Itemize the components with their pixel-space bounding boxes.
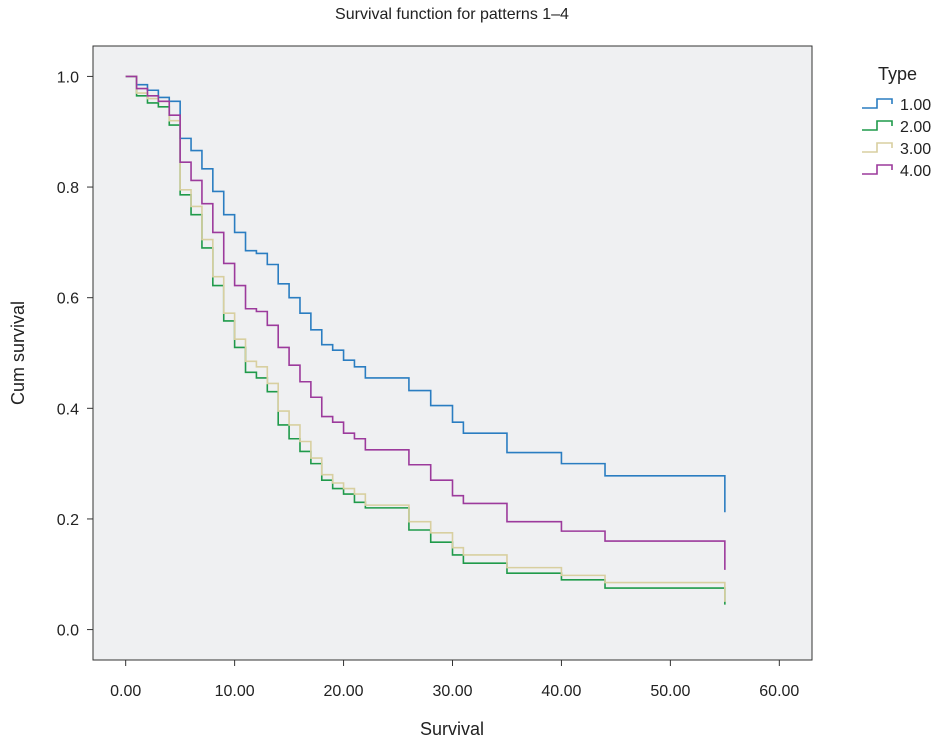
legend-label-4-00: 4.00 (900, 163, 931, 180)
x-tick-label: 20.00 (324, 683, 364, 700)
y-tick-label: 0.6 (57, 291, 79, 308)
legend-label-1-00: 1.00 (900, 97, 931, 114)
series-line-4-00 (125, 75, 726, 570)
y-tick-label: 0.8 (57, 180, 79, 197)
x-axis-label: Survival (420, 719, 484, 739)
y-axis: 0.0 0.2 0.4 0.6 0.8 1.0 (57, 69, 93, 640)
legend-title: Type (878, 64, 917, 84)
series-group (125, 75, 726, 605)
x-tick-label: 30.00 (432, 683, 472, 700)
x-axis: 0.00 10.00 20.00 30.00 40.00 50.00 60.00 (110, 660, 799, 700)
series-line-2-00 (125, 75, 726, 605)
x-tick-label: 50.00 (650, 683, 690, 700)
y-axis-label: Cum survival (8, 301, 28, 405)
legend-label-2-00: 2.00 (900, 119, 931, 136)
y-tick-label: 0.2 (57, 512, 79, 529)
plot-area (92, 45, 813, 661)
y-tick-label: 0.4 (57, 401, 79, 418)
x-tick-label: 60.00 (759, 683, 799, 700)
series-line-3-00 (125, 75, 726, 602)
legend-swatch-4-00 (862, 164, 893, 175)
y-tick-label: 1.0 (57, 69, 79, 86)
x-tick-label: 0.00 (110, 683, 141, 700)
x-tick-label: 10.00 (215, 683, 255, 700)
series-line-1-00 (125, 75, 726, 513)
legend: Type 1.00 2.00 3.00 4.00 (862, 64, 931, 180)
chart-title: Survival function for patterns 1–4 (335, 6, 569, 23)
legend-swatch-2-00 (862, 120, 893, 131)
legend-label-3-00: 3.00 (900, 141, 931, 158)
y-tick-label: 0.0 (57, 623, 79, 640)
x-tick-label: 40.00 (541, 683, 581, 700)
legend-swatch-1-00 (862, 98, 893, 109)
legend-swatch-3-00 (862, 142, 893, 153)
